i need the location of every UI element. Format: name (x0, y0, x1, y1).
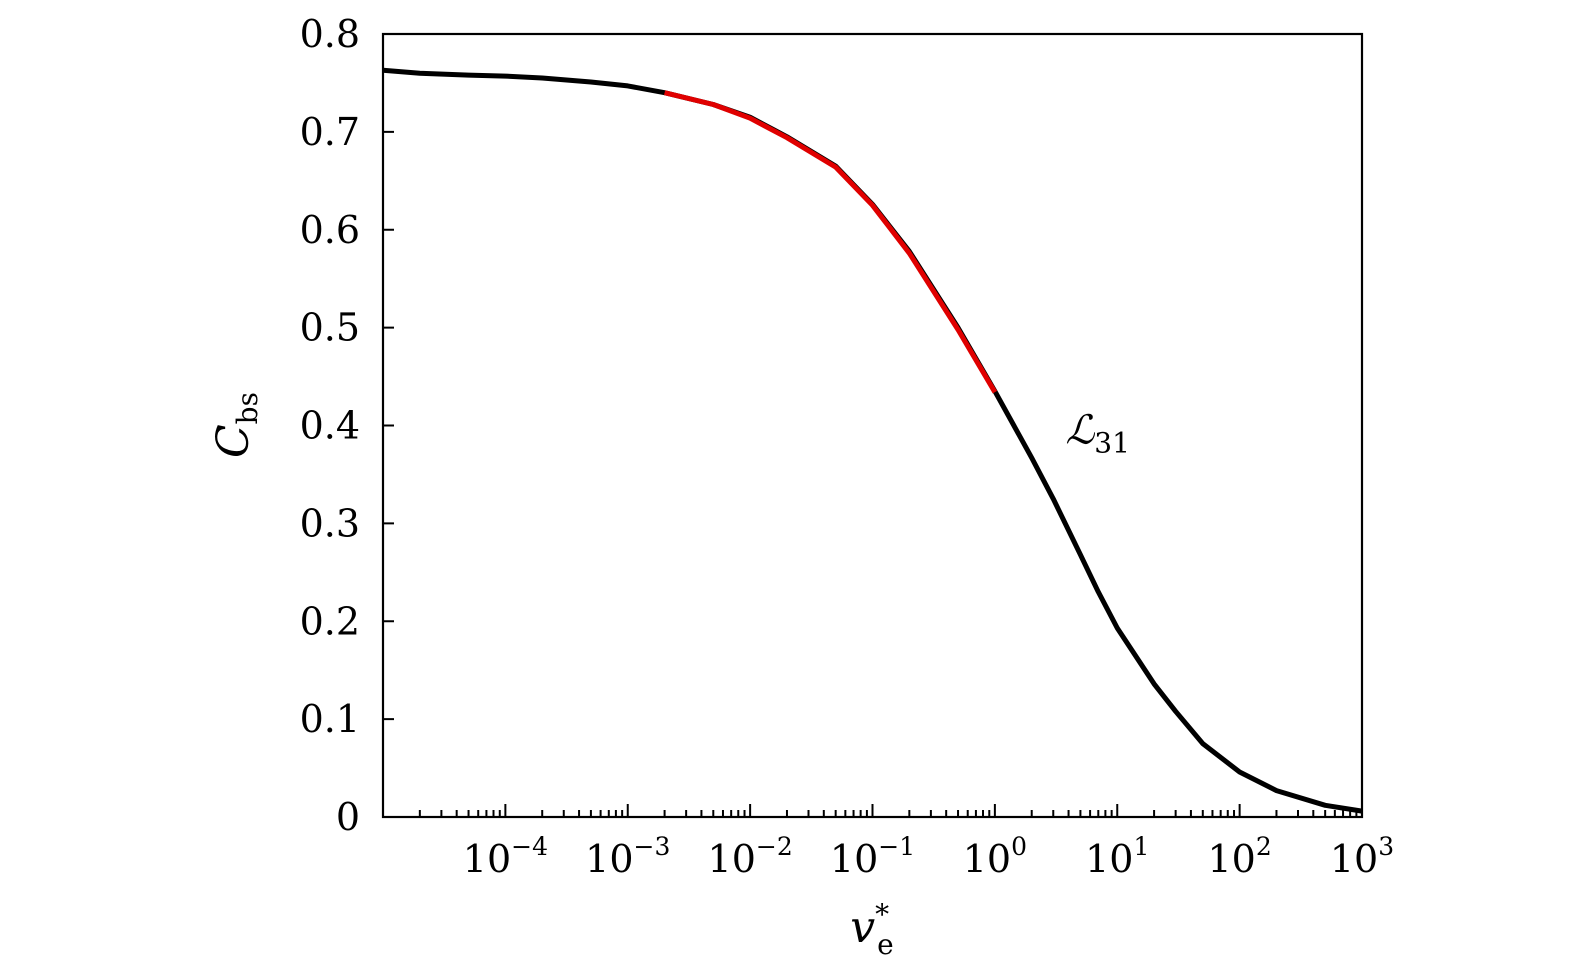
y-tick-label: 0.7 (300, 110, 360, 154)
x-tick-label-base: 10 (1330, 837, 1378, 881)
x-tick-label-exp: −2 (756, 832, 793, 861)
y-tick-label: 0.5 (300, 306, 360, 350)
y-tick-label: 0 (336, 795, 360, 839)
x-tick-label: 100 (963, 832, 1027, 881)
y-tick-label: 0.1 (300, 697, 360, 741)
x-tick-label-exp: 2 (1256, 832, 1272, 861)
plot-frame (381, 32, 1364, 819)
curve-annotation: ℒ31 (1065, 408, 1129, 460)
x-tick-label-exp: 3 (1378, 832, 1394, 861)
x-tick-label: 102 (1207, 832, 1271, 881)
x-tick-label-base: 10 (963, 837, 1011, 881)
y-tick-label: 0.3 (300, 501, 360, 545)
y-tick-label: 0.8 (300, 12, 360, 56)
tick-labels: 00.10.20.30.40.50.60.70.810−4 10−3 10−2 10−… (300, 12, 1395, 881)
y-axis-label-sub: bs (231, 392, 264, 424)
x-tick-label-base: 10 (1207, 837, 1255, 881)
curve-annotation-sub: 31 (1094, 427, 1130, 460)
x-tick-label: 10−1 (830, 832, 915, 881)
series-line-black (382, 67, 1363, 814)
x-tick-label-base: 10 (585, 837, 633, 881)
x-tick-label-base: 10 (830, 837, 878, 881)
curve-annotation-base: ℒ (1065, 408, 1095, 454)
x-tick-label: 10−2 (708, 832, 793, 881)
tick-marks (382, 33, 1358, 818)
x-tick-label-exp: −1 (878, 832, 915, 861)
y-tick-label: 0.4 (300, 404, 360, 448)
y-tick-label: 0.6 (300, 208, 360, 252)
plot-marks (382, 67, 1363, 814)
x-tick-label-exp: −3 (634, 832, 671, 861)
x-tick-label: 103 (1330, 832, 1394, 881)
x-tick-label-base: 10 (708, 837, 756, 881)
x-tick-label: 10−4 (463, 832, 548, 881)
y-axis-label: Cbs (208, 392, 264, 458)
x-axis-label-base: v (850, 902, 875, 953)
y-axis-label-base: C (208, 424, 259, 458)
x-tick-label-base: 10 (1085, 837, 1133, 881)
x-axis-label-sup: * (875, 898, 889, 931)
x-axis-label: v* e (850, 898, 893, 961)
series-line-red-segment (664, 90, 998, 394)
x-tick-label: 101 (1085, 832, 1149, 881)
x-tick-label-exp: −4 (511, 832, 548, 861)
x-axis-label-sub: e (877, 928, 894, 961)
x-tick-label-base: 10 (463, 837, 511, 881)
x-tick-label-exp: 0 (1011, 832, 1027, 861)
x-tick-label-exp: 1 (1133, 832, 1149, 861)
x-tick-label: 10−3 (585, 832, 670, 881)
y-tick-label: 0.2 (300, 599, 360, 643)
